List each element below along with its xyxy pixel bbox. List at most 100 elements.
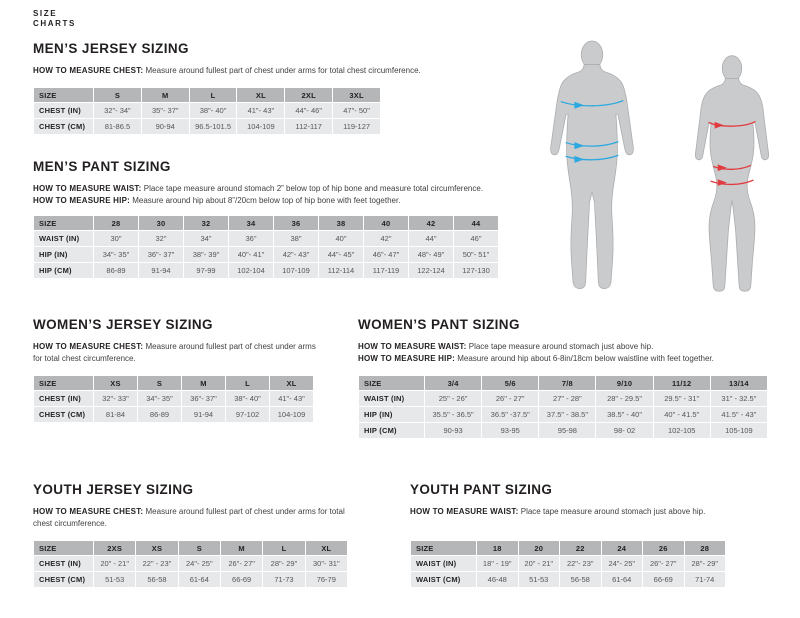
col-header: S xyxy=(94,88,141,102)
col-header: 11/12 xyxy=(653,376,710,390)
col-header-size: SIZE xyxy=(359,376,424,390)
cell-value: 38"- 40" xyxy=(189,103,237,118)
howto-text: Place tape measure around stomach just a… xyxy=(520,507,706,516)
cell-value: 119-127 xyxy=(333,119,380,134)
cell-value: 22"- 23" xyxy=(560,556,601,571)
cell-value: 36" xyxy=(229,231,273,246)
cell-value: 30"- 31" xyxy=(305,556,347,571)
row-label: CHEST (CM) xyxy=(34,407,93,422)
table-row: WAIST (CM) 46-48 51-53 56-58 61-64 66-69 71-74 xyxy=(411,572,725,587)
col-header: XL xyxy=(270,376,313,390)
table-row: CHEST (IN) 32"- 33" 34"- 35" 36"- 37" 38"- 4… xyxy=(34,391,313,406)
col-header: 30 xyxy=(139,216,183,230)
cell-value: 34"- 35" xyxy=(94,247,138,262)
cell-value: 32" xyxy=(139,231,183,246)
female-chest-arrowhead-icon xyxy=(714,121,724,129)
cell-value: 40" - 41.5" xyxy=(653,407,710,422)
cell-value: 56-58 xyxy=(136,572,178,587)
cell-value: 104-109 xyxy=(270,407,313,422)
col-header: XL xyxy=(237,88,285,102)
howto-label: HOW TO MEASURE HIP: xyxy=(358,354,455,363)
cell-value: 37.5" - 38.5" xyxy=(539,407,596,422)
male-chest-measurement-arrow xyxy=(560,99,624,107)
cell-value: 41"- 43" xyxy=(270,391,313,406)
cell-value: 29.5" - 31" xyxy=(653,391,710,406)
cell-value: 117-119 xyxy=(364,263,408,278)
howto-label: HOW TO MEASURE WAIST: xyxy=(358,342,467,351)
cell-value: 44"- 46" xyxy=(285,103,333,118)
table-row: WAIST (IN) 18" - 19" 20" - 21" 22"- 23" 24"-… xyxy=(411,556,725,571)
mens-jersey-size-table-grid: SIZE S M L XL 2XL 3XL CHEST (IN) 32"- 34" 35"- 37… xyxy=(33,87,381,135)
cell-value: 81-84 xyxy=(94,407,137,422)
female-chest-measurement-arrow xyxy=(708,120,756,127)
cell-value: 36"- 37" xyxy=(182,391,225,406)
cell-value: 86-89 xyxy=(138,407,181,422)
col-header-size: SIZE xyxy=(34,376,93,390)
cell-value: 71-73 xyxy=(263,572,305,587)
howto-text: Measure around fullest part of chest und… xyxy=(33,507,345,528)
cell-value: 38" xyxy=(274,231,318,246)
cell-value: 18" - 19" xyxy=(477,556,518,571)
cell-value: 35.5" - 36.5" xyxy=(425,407,482,422)
male-waist-measurement-arrow xyxy=(565,141,619,147)
col-header: 3/4 xyxy=(425,376,482,390)
cell-value: 24"- 25" xyxy=(178,556,220,571)
cell-value: 22" - 23" xyxy=(136,556,178,571)
page-title-line1: SIZE xyxy=(33,9,58,18)
section-youth-jersey-sizing: YOUTH JERSEY SIZING HOW TO MEASURE CHEST… xyxy=(33,482,355,588)
col-header: 40 xyxy=(364,216,408,230)
col-header: 24 xyxy=(601,541,642,555)
howto-measure-chest: HOW TO MEASURE CHEST: Measure around ful… xyxy=(33,341,318,365)
col-header: 18 xyxy=(477,541,518,555)
cell-value: 26"- 27" xyxy=(643,556,684,571)
col-header: 5/6 xyxy=(482,376,539,390)
col-header-size: SIZE xyxy=(34,216,93,230)
cell-value: 91-94 xyxy=(139,263,183,278)
youth-jersey-size-table-grid: SIZE 2XS XS S M L XL CHEST (IN) 20" - 21" 22" - 2… xyxy=(33,540,348,588)
mens-jersey-size-table: SIZE S M L XL 2XL 3XL CHEST (IN) 32"- 34" 35"- 37… xyxy=(33,87,381,135)
cell-value: 36"- 37" xyxy=(139,247,183,262)
table-row: CHEST (IN) 20" - 21" 22" - 23" 24"- 25" 26"-… xyxy=(34,556,347,571)
male-silhouette-diagram xyxy=(550,40,634,290)
cell-value: 30" xyxy=(94,231,138,246)
table-row: WAIST (IN) 25" - 26" 26" - 27" 27" - 28" 28"… xyxy=(359,391,767,406)
cell-value: 104-109 xyxy=(237,119,285,134)
cell-value: 98- 02 xyxy=(596,423,653,438)
cell-value: 48"- 49" xyxy=(409,247,453,262)
cell-value: 127-130 xyxy=(454,263,498,278)
male-hip-arrowhead-icon xyxy=(574,155,585,163)
howto-text: Measure around hip about 6-8in/18cm belo… xyxy=(457,354,714,363)
col-header: 34 xyxy=(229,216,273,230)
cell-value: 97-102 xyxy=(226,407,269,422)
howto-label: HOW TO MEASURE CHEST: xyxy=(33,66,144,75)
cell-value: 38"- 39" xyxy=(184,247,228,262)
row-label: CHEST (CM) xyxy=(34,572,93,587)
cell-value: 51-53 xyxy=(94,572,136,587)
cell-value: 61-64 xyxy=(601,572,642,587)
heading-womens-pant: WOMEN’S PANT SIZING xyxy=(358,317,520,332)
cell-value: 41"- 43" xyxy=(237,103,285,118)
table-row: CHEST (CM) 81-84 86-89 91-94 97-102 104-109 xyxy=(34,407,313,422)
cell-value: 25" - 26" xyxy=(425,391,482,406)
youth-jersey-size-table: SIZE 2XS XS S M L XL CHEST (IN) 20" - 21" 22" - 2… xyxy=(33,540,348,588)
male-chest-arrowhead-icon xyxy=(574,101,585,109)
womens-jersey-size-table-grid: SIZE XS S M L XL CHEST (IN) 32"- 33" 34"- 35" 36"… xyxy=(33,375,314,423)
cell-value: 28" - 29.5" xyxy=(596,391,653,406)
female-hip-measurement-arrow xyxy=(710,179,754,186)
col-header: 13/14 xyxy=(710,376,767,390)
table-row: HIP (CM) 90-93 93-95 95-98 98- 02 102-105 105-… xyxy=(359,423,767,438)
cell-value: 112-117 xyxy=(285,119,333,134)
row-label: WAIST (IN) xyxy=(411,556,476,571)
section-womens-jersey-sizing: WOMEN’S JERSEY SIZING HOW TO MEASURE CHE… xyxy=(33,317,318,423)
howto-text: Measure around fullest part of chest und… xyxy=(145,66,421,75)
cell-value: 46-48 xyxy=(477,572,518,587)
col-header: L xyxy=(263,541,305,555)
heading-youth-jersey: YOUTH JERSEY SIZING xyxy=(33,482,194,497)
cell-value: 26" - 27" xyxy=(482,391,539,406)
cell-value: 96.5-101.5 xyxy=(189,119,237,134)
section-youth-pant-sizing: YOUTH PANT SIZING HOW TO MEASURE WAIST: … xyxy=(410,482,730,588)
row-label: HIP (CM) xyxy=(359,423,424,438)
cell-value: 38"- 40" xyxy=(226,391,269,406)
cell-value: 107-109 xyxy=(274,263,318,278)
